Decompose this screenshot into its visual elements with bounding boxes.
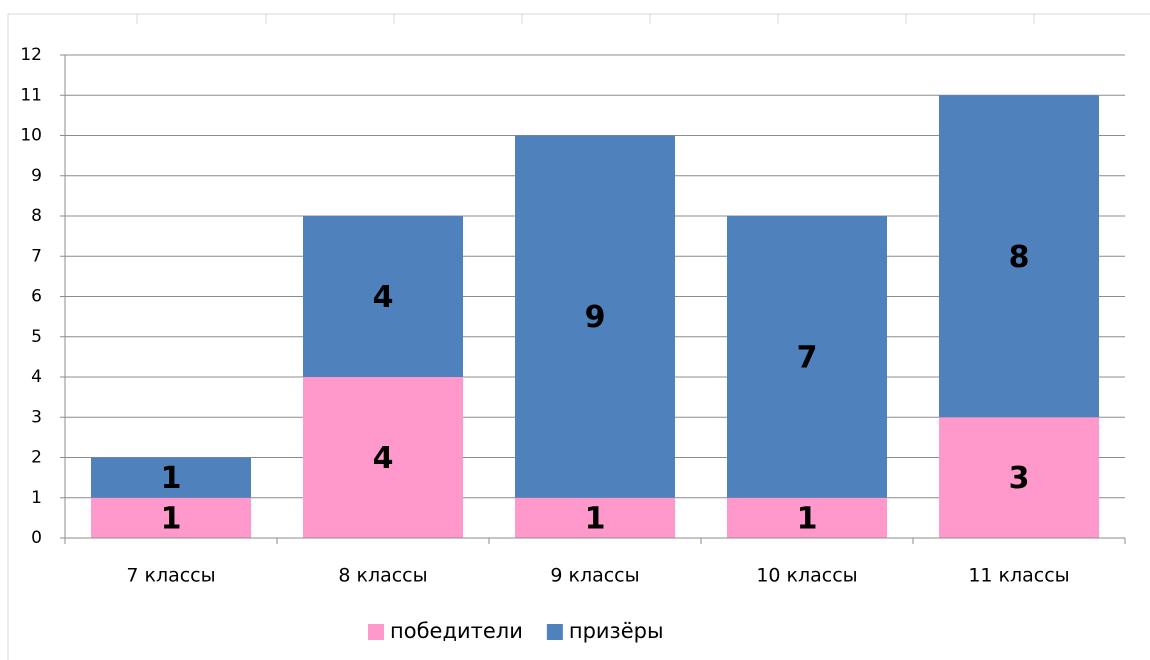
y-tick-label: 11 (20, 85, 42, 105)
y-tick-label: 2 (31, 448, 42, 468)
data-label: 9 (585, 300, 606, 335)
bar-segment (515, 135, 675, 498)
x-tick-label: 11 классы (968, 565, 1069, 587)
y-tick-label: 12 (20, 45, 42, 65)
x-tick-label: 8 классы (338, 565, 427, 587)
bar-segment (303, 216, 463, 377)
legend-swatch (368, 624, 384, 640)
data-label: 1 (585, 501, 606, 536)
data-label: 1 (161, 461, 182, 496)
bar-segment (91, 497, 251, 538)
y-tick-label: 5 (31, 327, 42, 347)
x-tick-label: 9 классы (550, 565, 639, 587)
data-label: 4 (373, 441, 394, 476)
y-tick-label: 3 (31, 407, 42, 427)
bar-segment (727, 216, 887, 498)
data-label: 8 (1009, 240, 1030, 275)
y-tick-label: 4 (31, 367, 42, 387)
data-label: 1 (797, 501, 818, 536)
bar-segment (939, 95, 1099, 418)
data-label: 4 (373, 280, 394, 315)
y-tick-label: 7 (31, 246, 42, 266)
data-label: 1 (161, 501, 182, 536)
x-tick-label: 7 классы (126, 565, 215, 587)
x-tick-label: 10 классы (756, 565, 857, 587)
legend-label: призёры (569, 619, 664, 643)
frame (7, 13, 1150, 660)
y-tick-label: 0 (31, 528, 42, 548)
y-tick-label: 8 (31, 206, 42, 226)
bar-segment (939, 417, 1099, 538)
legend-swatch (546, 624, 563, 640)
y-tick-label: 10 (20, 126, 42, 146)
bar-segment (91, 457, 251, 498)
data-label: 3 (1009, 461, 1030, 496)
data-label: 7 (797, 340, 818, 375)
y-tick-label: 1 (31, 488, 42, 508)
bar-segment (303, 377, 463, 538)
bar-segment (515, 497, 675, 538)
bar-segment (727, 497, 887, 538)
y-tick-label: 9 (31, 166, 42, 186)
y-tick-label: 6 (31, 287, 42, 307)
legend-label: победители (390, 619, 523, 643)
